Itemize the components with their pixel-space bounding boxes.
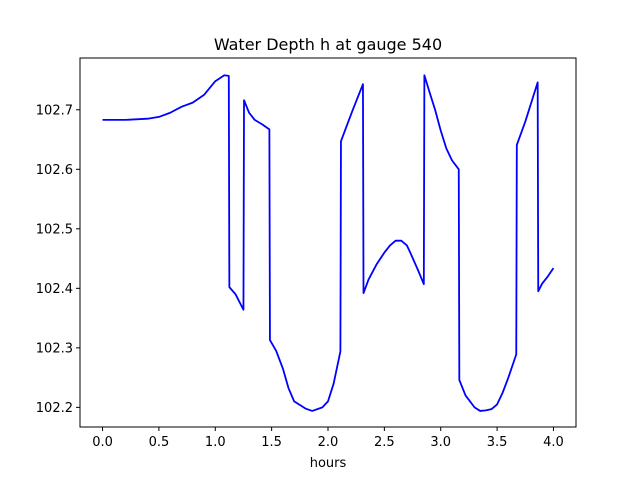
y-tick-label: 102.7 (36, 103, 73, 118)
x-tick-label: 2.0 (318, 435, 339, 450)
plot-area (102, 74, 555, 412)
x-tick-label: 3.0 (430, 435, 451, 450)
series-line-0 (102, 74, 555, 412)
x-axis-label: hours (310, 456, 347, 471)
x-tick-label: 3.5 (487, 435, 508, 450)
x-tick-label: 4.0 (543, 435, 564, 450)
x-tick-label: 0.5 (149, 435, 170, 450)
y-tick-label: 102.6 (36, 163, 73, 178)
x-axis-ticks: 0.0 0.5 1.0 1.5 2.0 2.5 3.0 3.5 4.0 (92, 427, 564, 450)
x-tick-label: 1.5 (261, 435, 282, 450)
x-tick-label: 0.0 (92, 435, 113, 450)
chart-title: Water Depth h at gauge 540 (214, 35, 442, 54)
x-tick-label: 2.5 (374, 435, 395, 450)
y-tick-label: 102.4 (36, 282, 73, 297)
y-tick-label: 102.2 (36, 401, 73, 416)
x-tick-label: 1.0 (205, 435, 226, 450)
y-axis-ticks: 102.2 102.3 102.4 102.5 102.6 102.7 (36, 103, 80, 416)
y-tick-label: 102.3 (36, 341, 73, 356)
y-tick-label: 102.5 (36, 222, 73, 237)
